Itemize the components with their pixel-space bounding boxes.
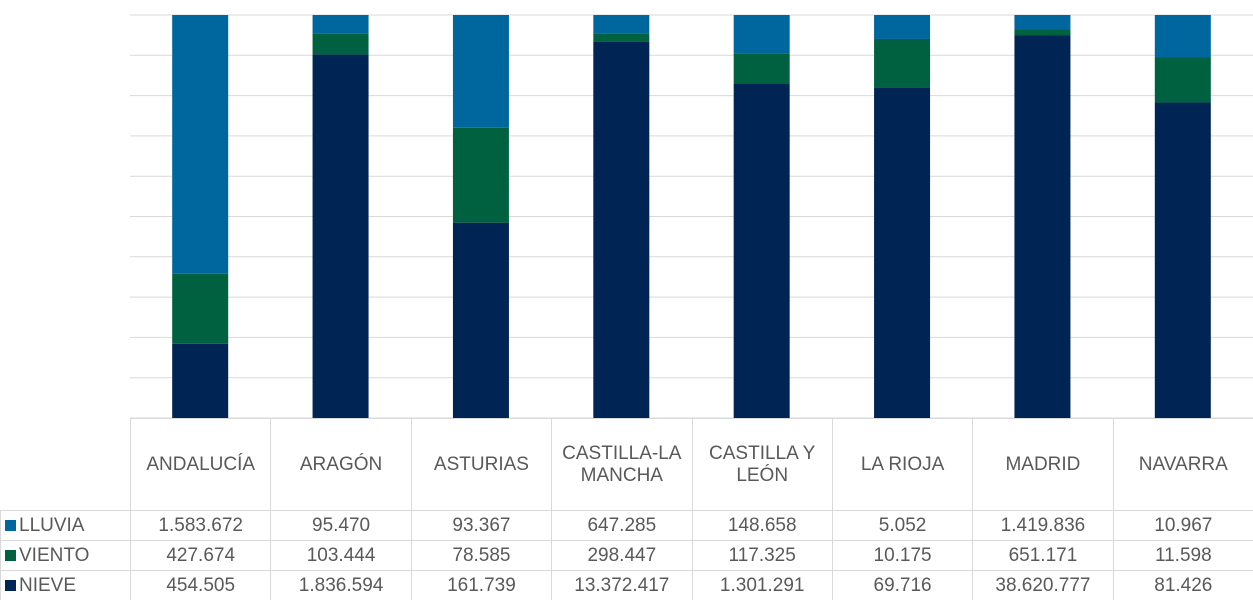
legend-row-header: LLUVIA (0, 510, 130, 540)
bar-segment (172, 343, 229, 418)
bar-segment (593, 33, 650, 42)
table-value: 161.739 (410, 570, 552, 600)
table-header: ARAGÓN (270, 418, 411, 510)
table-value: 117.325 (691, 540, 832, 570)
bar-segment (733, 53, 790, 84)
table-value: 1.836.594 (270, 570, 411, 600)
bar-segment (1014, 29, 1071, 36)
table-value: 1.301.291 (691, 570, 832, 600)
table-value: 81.426 (1112, 570, 1253, 600)
table-header: ANDALUCÍA (130, 418, 271, 510)
table-header: LA RIOJA (831, 418, 973, 510)
table-header: NAVARRA (1112, 418, 1253, 510)
table-value: 5.052 (831, 510, 973, 540)
bar-segment (452, 127, 509, 223)
bar-segment (172, 273, 229, 344)
table-value: 93.367 (410, 510, 552, 540)
table-header: CASTILLA Y LEÓN (691, 418, 832, 510)
bar-segment (1014, 35, 1071, 418)
table-value: 10.967 (1112, 510, 1253, 540)
bar-segment (452, 15, 509, 128)
bar-segment (452, 222, 509, 418)
legend-label: VIENTO (19, 544, 90, 566)
table-header: MADRID (972, 418, 1113, 510)
table-value: 103.444 (270, 540, 411, 570)
table-value: 1.419.836 (972, 510, 1113, 540)
table-value: 427.674 (130, 540, 271, 570)
bar-segment (593, 41, 650, 419)
legend-swatch (5, 580, 16, 591)
bar-segment (312, 15, 369, 34)
table-header: ASTURIAS (410, 418, 552, 510)
table-value: 651.171 (972, 540, 1113, 570)
table-value: 148.658 (691, 510, 832, 540)
bar-segment (733, 83, 790, 418)
table-value: 78.585 (410, 540, 552, 570)
bar-segment (1154, 57, 1211, 103)
table-value: 10.175 (831, 540, 973, 570)
bar-segment (1154, 15, 1211, 58)
table-value: 454.505 (130, 570, 271, 600)
legend-label: NIEVE (19, 574, 77, 596)
table-value: 69.716 (831, 570, 973, 600)
bar-segment (874, 87, 931, 418)
bar-segment (172, 15, 229, 274)
table-value: 1.583.672 (130, 510, 271, 540)
table-value: 13.372.417 (551, 570, 692, 600)
legend-row-header: NIEVE (0, 570, 130, 600)
table-header: CASTILLA-LA MANCHA (551, 418, 692, 510)
table-value: 11.598 (1112, 540, 1253, 570)
bar-segment (312, 54, 369, 418)
bar-segment (874, 38, 931, 88)
table-value: 95.470 (270, 510, 411, 540)
table-value: 38.620.777 (972, 570, 1113, 600)
bar-segment (1154, 102, 1211, 418)
table-value: 647.285 (551, 510, 692, 540)
legend-swatch (5, 520, 16, 531)
bar-segment (733, 15, 790, 54)
legend-label: LLUVIA (19, 514, 85, 536)
bar-segment (1014, 15, 1071, 30)
legend-row-header: VIENTO (0, 540, 130, 570)
bar-segment (593, 15, 650, 34)
bar-segment (874, 15, 931, 39)
bar-segment (312, 33, 369, 55)
legend-swatch (5, 550, 16, 561)
table-value: 298.447 (551, 540, 692, 570)
